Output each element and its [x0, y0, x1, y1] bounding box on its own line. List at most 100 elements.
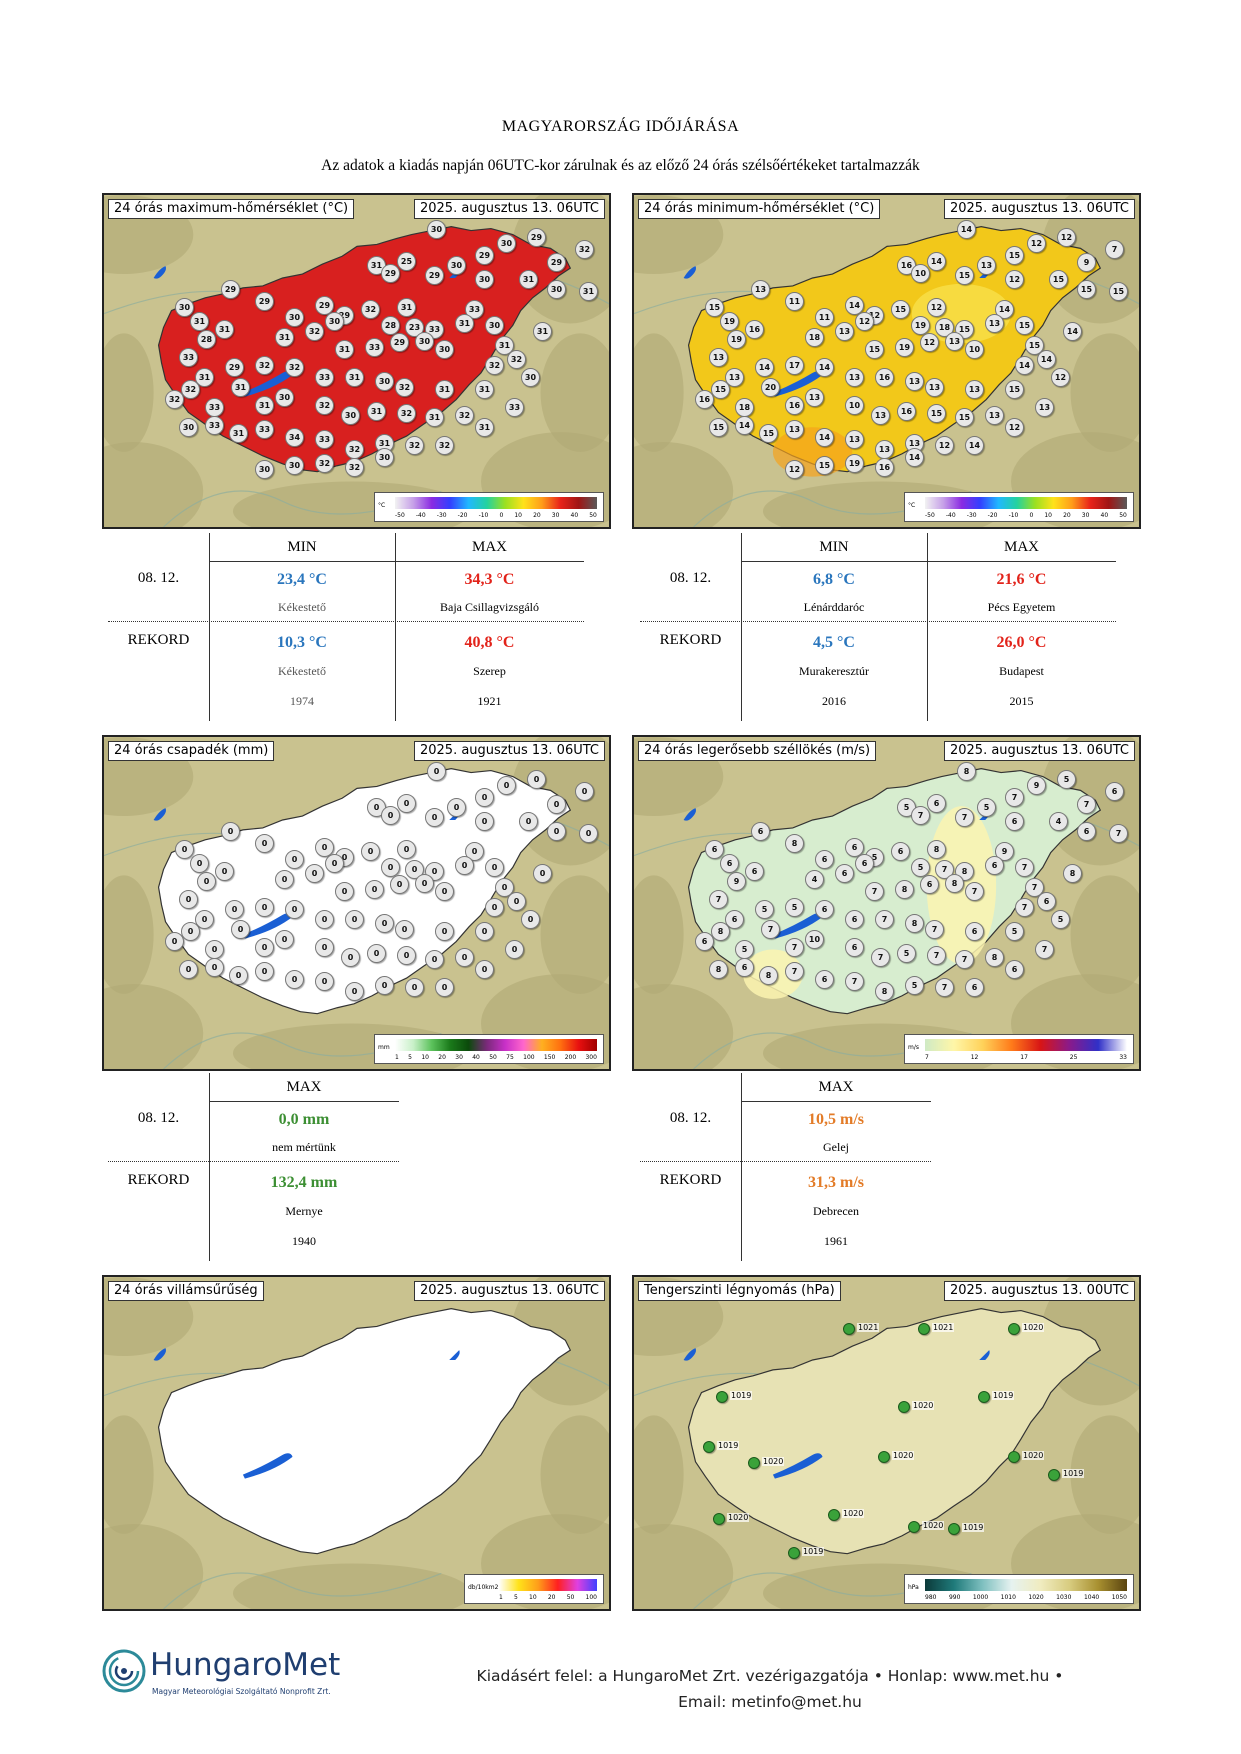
scale-tick-label: -30 — [966, 512, 977, 519]
scale-tick-label: 40 — [1100, 512, 1109, 519]
station-marker: 32 — [575, 240, 594, 259]
station-marker: 7 — [925, 920, 944, 939]
record-max-place: Debrecen — [813, 1204, 859, 1218]
station-marker: 0 — [390, 875, 409, 894]
station-marker: 7 — [911, 806, 930, 825]
record-label: REKORD — [659, 632, 722, 648]
station-marker: 30 — [255, 460, 274, 479]
station-marker: 31 — [533, 322, 552, 341]
station-marker: 0 — [415, 874, 434, 893]
station-marker: 29 — [225, 358, 244, 377]
station-marker: 32 — [305, 322, 324, 341]
scale-tick-label: 300 — [585, 1054, 597, 1061]
station-marker: 14 — [815, 358, 834, 377]
station-marker: 15 — [705, 298, 724, 317]
station-marker: 31 — [495, 336, 514, 355]
pressure-value-label: 1020 — [1022, 1451, 1045, 1460]
station-marker: 6 — [695, 932, 714, 951]
map-max-temperature: 24 órás maximum-hőmérséklet (°C) 2025. a… — [102, 193, 611, 529]
station-marker: 0 — [275, 930, 294, 949]
station-marker: 7 — [709, 890, 728, 909]
station-marker: 0 — [519, 812, 538, 831]
station-marker: 13 — [875, 440, 894, 459]
station-marker: 15 — [1005, 246, 1024, 265]
station-marker: 15 — [955, 408, 974, 427]
station-marker: 30 — [375, 448, 394, 467]
station-marker: 32 — [345, 440, 364, 459]
station-marker: 9 — [1077, 253, 1096, 272]
station-marker: 32 — [455, 406, 474, 425]
station-marker: 6 — [985, 856, 1004, 875]
scale-tick-label: 12 — [970, 1054, 979, 1061]
station-marker: 32 — [255, 356, 274, 375]
station-marker: 13 — [977, 256, 996, 275]
station-marker: 30 — [497, 234, 516, 253]
pressure-station-dot — [878, 1451, 890, 1463]
station-marker: 33 — [365, 338, 384, 357]
station-marker: 11 — [785, 292, 804, 311]
station-marker: 0 — [397, 840, 416, 859]
scale-tick-label: 50 — [566, 1594, 575, 1601]
station-marker: 0 — [505, 940, 524, 959]
scale-ticks: -50 -40 -30 -20 -10 0 10 20 30 40 50 — [925, 512, 1127, 520]
pressure-value-label: 1019 — [717, 1441, 740, 1450]
station-marker: 0 — [455, 856, 474, 875]
scale-tick-label: 980 — [925, 1594, 937, 1601]
scale-tick-label: 10 — [514, 512, 522, 519]
station-marker: 6 — [815, 850, 834, 869]
station-marker: 29 — [381, 264, 400, 283]
day-max-place: nem mértünk — [272, 1140, 336, 1154]
scale-tick-label: 5 — [408, 1054, 412, 1061]
station-marker: 7 — [1077, 795, 1096, 814]
station-marker: 33 — [255, 420, 274, 439]
station-marker: 0 — [179, 890, 198, 909]
record-max-year: 1940 — [292, 1234, 316, 1248]
scale-tick-label: 1000 — [972, 1594, 989, 1601]
map-date: 2025. augusztus 13. 06UTC — [413, 199, 605, 219]
date-label: 08. 12. — [137, 570, 180, 586]
scale-tick-label: 1 — [499, 1594, 503, 1601]
station-marker: 8 — [1063, 864, 1082, 883]
station-marker: 0 — [547, 795, 566, 814]
station-marker: 31 — [425, 408, 444, 427]
col-header-max: MAX — [286, 1079, 322, 1095]
pressure-value-label: 1019 — [802, 1547, 825, 1556]
record-label: REKORD — [127, 632, 190, 648]
station-marker: 0 — [275, 870, 294, 889]
station-marker: 0 — [455, 948, 474, 967]
map-precipitation: 24 órás csapadék (mm) 2025. augusztus 13… — [102, 735, 611, 1071]
station-marker: 29 — [547, 253, 566, 272]
station-marker: 33 — [465, 300, 484, 319]
station-marker: 31 — [475, 418, 494, 437]
station-marker: 8 — [785, 834, 804, 853]
station-marker: 13 — [845, 368, 864, 387]
station-marker: 30 — [547, 280, 566, 299]
station-marker: 7 — [1025, 878, 1044, 897]
map-title: 24 órás csapadék (mm) — [108, 741, 275, 761]
color-scale: °C -50 -40 -30 -20 -10 0 10 20 30 40 50 — [374, 492, 604, 522]
station-marker: 5 — [1057, 770, 1076, 789]
station-marker: 14 — [845, 296, 864, 315]
station-marker: 0 — [325, 854, 344, 873]
station-marker: 31 — [367, 402, 386, 421]
station-marker: 7 — [1105, 240, 1124, 259]
scale-tick-label: -30 — [436, 512, 447, 519]
scale-tick-label: 990 — [948, 1594, 961, 1601]
station-marker: 0 — [375, 914, 394, 933]
station-marker: 15 — [955, 266, 974, 285]
station-marker: 18 — [735, 398, 754, 417]
station-marker: 13 — [985, 406, 1004, 425]
map-date: 2025. augusztus 13. 00UTC — [943, 1281, 1135, 1301]
station-marker: 0 — [475, 960, 494, 979]
day-min-place: Kékestető — [278, 600, 326, 614]
station-marker: 0 — [475, 788, 494, 807]
station-marker: 13 — [725, 368, 744, 387]
station-marker: 12 — [927, 298, 946, 317]
map-sea-level-pressure: Tengerszinti légnyomás (hPa) 2025. augus… — [632, 1275, 1141, 1611]
station-marker: 16 — [745, 320, 764, 339]
station-marker: 31 — [231, 378, 250, 397]
station-marker: 19 — [895, 338, 914, 357]
station-marker: 32 — [395, 378, 414, 397]
scale-tick-label: -20 — [457, 512, 468, 519]
station-marker: 7 — [785, 962, 804, 981]
